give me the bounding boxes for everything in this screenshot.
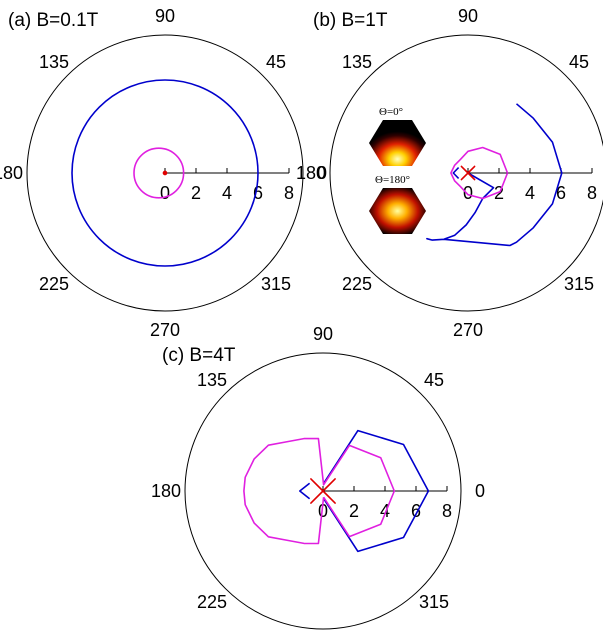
r-tick-label: 2 xyxy=(191,183,201,203)
series-curve-0 xyxy=(71,79,259,267)
angle-tick-label: 45 xyxy=(424,370,444,390)
angle-tick-label: 315 xyxy=(419,592,449,612)
series-curve-1 xyxy=(243,437,396,545)
angle-tick-label: 180 xyxy=(0,163,23,183)
angle-tick-label: 90 xyxy=(458,6,478,26)
r-tick-label: 8 xyxy=(587,183,597,203)
series-curve-3 xyxy=(460,165,476,181)
angle-tick-label: 180 xyxy=(151,481,181,501)
series-curve-2 xyxy=(452,167,460,179)
angle-tick-label: 90 xyxy=(313,324,333,344)
panel-a: (a) B=0.1T 0 2 4 6 8 0 45 90 135 180 225 270 315 xyxy=(0,6,327,340)
r-tick-label: 6 xyxy=(411,501,421,521)
angle-ticks: 0 45 90 135 180 225 270 315 xyxy=(296,6,594,340)
polar-frame xyxy=(26,34,304,312)
series-curve-0 xyxy=(323,429,430,553)
angle-tick-label: 0 xyxy=(317,163,327,183)
angle-tick-label: 180 xyxy=(296,163,326,183)
angle-tick-label: 0 xyxy=(475,481,485,501)
radial-ticks: 0 2 4 6 8 xyxy=(160,168,294,203)
series-curve-3 xyxy=(310,478,336,504)
angle-tick-label: 270 xyxy=(150,320,180,340)
series-group xyxy=(243,429,430,553)
r-tick-label: 4 xyxy=(380,501,390,521)
angle-ticks: 0 45 90 135 180 225 270 315 xyxy=(0,6,327,340)
angle-tick-label: 135 xyxy=(197,370,227,390)
angle-tick-label: 225 xyxy=(39,274,69,294)
polar-frame xyxy=(184,352,462,630)
r-tick-label: 4 xyxy=(525,183,535,203)
angle-ticks: 04590135180225270315 xyxy=(151,324,485,612)
r-tick-label: 0 xyxy=(463,183,473,203)
r-tick-label: 2 xyxy=(349,501,359,521)
series-curve-0 xyxy=(426,103,563,247)
inset-hexagon-1 xyxy=(369,188,426,234)
series-curve-2 xyxy=(298,482,311,500)
r-tick-label: 0 xyxy=(160,183,170,203)
angle-tick-label: 315 xyxy=(564,274,594,294)
inset-label-0: Θ=0° xyxy=(379,106,403,118)
series-curve-1 xyxy=(133,147,185,199)
angle-tick-label: 225 xyxy=(197,592,227,612)
polar-frame xyxy=(329,34,603,312)
angle-tick-label: 135 xyxy=(39,52,69,72)
series-curve-2 xyxy=(162,170,168,176)
angle-tick-label: 135 xyxy=(342,52,372,72)
angle-tick-label: 45 xyxy=(266,52,286,72)
angle-tick-label: 90 xyxy=(155,6,175,26)
r-tick-label: 2 xyxy=(494,183,504,203)
angle-tick-label: 225 xyxy=(342,274,372,294)
angle-tick-label: 315 xyxy=(261,274,291,294)
series-curve-1 xyxy=(450,146,509,200)
angle-tick-label: 270 xyxy=(453,320,483,340)
panel-title: (b) B=1T xyxy=(313,10,388,31)
r-tick-label: 4 xyxy=(222,183,232,203)
inset-images: Θ=0° Θ=180° xyxy=(369,106,426,234)
inset-label-1: Θ=180° xyxy=(375,174,410,186)
r-tick-label: 8 xyxy=(442,501,452,521)
r-tick-label: 6 xyxy=(556,183,566,203)
panel-title: (c) B=4T xyxy=(162,345,236,366)
series-group xyxy=(71,79,259,267)
series-group xyxy=(426,103,563,247)
r-tick-label: 0 xyxy=(318,501,328,521)
inset-hexagon-0 xyxy=(369,120,426,166)
panel-b: (b) B=1T 0 2 4 6 8 0 45 90 135 180 225 270 315 Θ=0°… xyxy=(296,6,603,340)
radial-ticks: 0 2 4 6 8 xyxy=(318,486,452,521)
panel-title: (a) B=0.1T xyxy=(8,10,99,31)
r-tick-label: 6 xyxy=(253,183,263,203)
r-tick-label: 8 xyxy=(284,183,294,203)
angle-tick-label: 45 xyxy=(569,52,589,72)
